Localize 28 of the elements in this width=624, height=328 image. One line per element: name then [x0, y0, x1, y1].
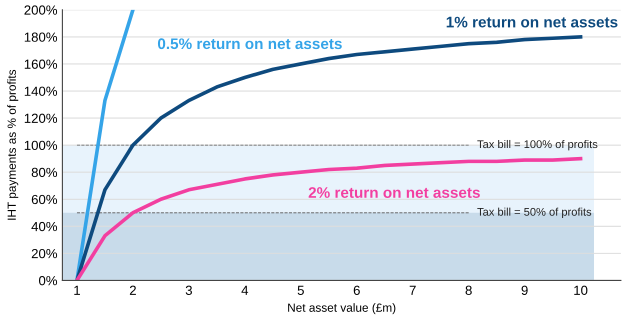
- y-tick-label: 160%: [24, 60, 58, 69]
- y-tick-label: 0%: [38, 276, 58, 286]
- x-tick-label: 9: [522, 286, 528, 295]
- x-tick-label: 7: [410, 286, 416, 295]
- y-axis-title: IHT payments as % of profits: [7, 70, 18, 220]
- y-tick-label: 200%: [24, 5, 58, 15]
- x-tick-label: 3: [186, 286, 192, 295]
- ref-line-label: Tax bill = 100% of profits: [477, 140, 598, 150]
- y-tick-label: 20%: [32, 248, 58, 258]
- ref-line-label: Tax bill = 50% of profits: [477, 208, 592, 218]
- series-label: 2% return on net assets: [308, 187, 480, 198]
- y-tick-label: 140%: [24, 86, 58, 96]
- x-tick-label: 6: [354, 286, 360, 295]
- x-tick-label: 1: [74, 286, 80, 295]
- y-tick-label: 60%: [32, 194, 58, 204]
- x-tick-label: 10: [574, 286, 588, 295]
- x-tick-label: 5: [298, 286, 304, 295]
- x-tick-label: 2: [130, 286, 136, 295]
- x-tick-label: 4: [241, 286, 248, 295]
- y-tick-label: 80%: [32, 168, 58, 178]
- x-axis-title: Net asset value (£m): [288, 303, 396, 314]
- x-tick-label: 8: [466, 286, 472, 295]
- y-tick-label: 120%: [24, 114, 58, 123]
- text: 0.5% return on net assets: [158, 38, 342, 50]
- y-tick-label: 40%: [31, 222, 58, 232]
- series-label: 1% return on net assets: [446, 16, 618, 28]
- y-tick-label: 100%: [24, 140, 58, 150]
- y-tick-label: 180%: [24, 32, 58, 42]
